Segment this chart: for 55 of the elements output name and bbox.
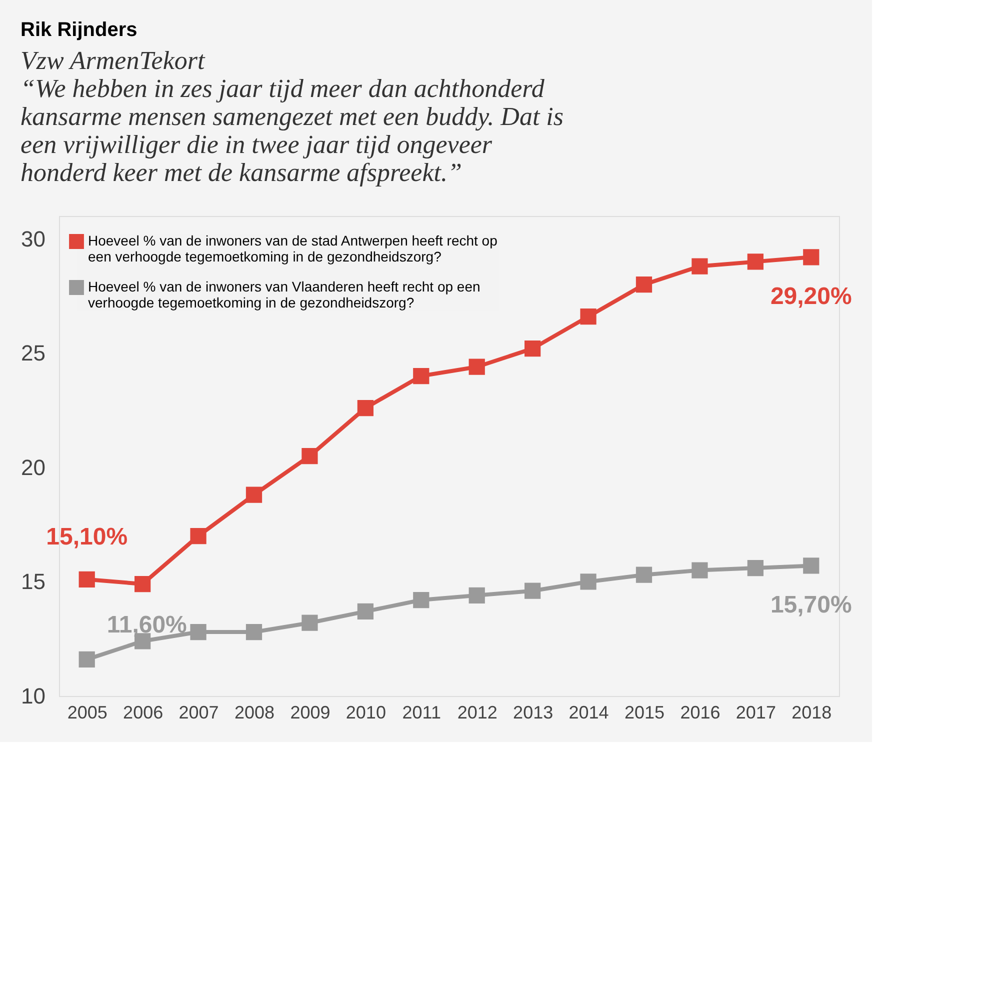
point xyxy=(302,614,318,631)
x-tick-label: 2018 xyxy=(792,702,832,722)
x-tick-label: 2009 xyxy=(290,702,330,722)
point xyxy=(524,340,541,357)
point xyxy=(580,308,596,325)
x-tick-label: 2006 xyxy=(123,702,164,722)
x-tick-label: 2012 xyxy=(457,702,498,722)
point xyxy=(468,358,485,375)
y-tick-label: 10 xyxy=(21,684,46,708)
point xyxy=(413,368,430,384)
legend-label: Hoeveel % van de inwoners van de stad Antwerpen heeft recht op een verhoogde tegemoetkoming in de gezondheidszorg? xyxy=(88,232,498,264)
x-tick-label: 2011 xyxy=(402,702,441,722)
x-tick-label: 2005 xyxy=(67,702,108,722)
x-tick-label: 2017 xyxy=(736,702,776,722)
point xyxy=(302,448,318,464)
x-tick-label: 2014 xyxy=(568,702,609,722)
point xyxy=(357,400,374,416)
x-tick-label: 2015 xyxy=(624,702,665,722)
x-tick-label: 2008 xyxy=(234,702,275,722)
point xyxy=(246,624,262,640)
point xyxy=(246,486,262,503)
chart-title: Rik Rijnders xyxy=(20,19,138,41)
point xyxy=(636,566,652,583)
point xyxy=(78,571,95,588)
point xyxy=(747,560,764,576)
x-tick-label: 2007 xyxy=(178,702,219,722)
legend-label: Hoeveel % van de inwoners van Vlaanderen heeft recht op een verhoogde tegemoetkoming in de gezondheidszorg? xyxy=(88,278,480,310)
y-tick-label: 30 xyxy=(21,226,46,252)
text: “We hebben in zes jaar tijd meer dan achthonderd kansarme mensen samengezet met een buddy. Dat is een vrijwilliger die in twee jaar tijd ongeveer honderd keer met de kansarme afspreekt.” xyxy=(20,74,564,187)
point xyxy=(692,258,708,274)
data-label: 11,60% xyxy=(106,611,187,638)
point xyxy=(190,624,206,640)
point xyxy=(636,276,652,293)
point xyxy=(692,562,708,578)
point xyxy=(190,528,206,544)
point xyxy=(580,574,596,590)
y-tick-label: 15 xyxy=(21,569,46,594)
point xyxy=(468,587,485,604)
point xyxy=(78,651,95,668)
data-label: 29,20% xyxy=(770,283,852,310)
point xyxy=(134,576,151,592)
point xyxy=(747,254,764,270)
point xyxy=(524,582,541,599)
data-label: 15,10% xyxy=(46,523,128,550)
y-tick-label: 25 xyxy=(21,340,46,366)
point xyxy=(803,558,820,574)
data-label: 15,70% xyxy=(770,592,852,619)
chart-subtitle: Vzw ArmenTekort xyxy=(20,46,206,75)
x-tick-label: 2013 xyxy=(513,702,554,722)
point xyxy=(803,249,820,266)
x-tick-label: 2016 xyxy=(680,702,720,722)
point xyxy=(413,592,430,608)
y-tick-label: 20 xyxy=(21,454,46,480)
point xyxy=(357,603,374,620)
x-tick-label: 2010 xyxy=(346,702,386,722)
